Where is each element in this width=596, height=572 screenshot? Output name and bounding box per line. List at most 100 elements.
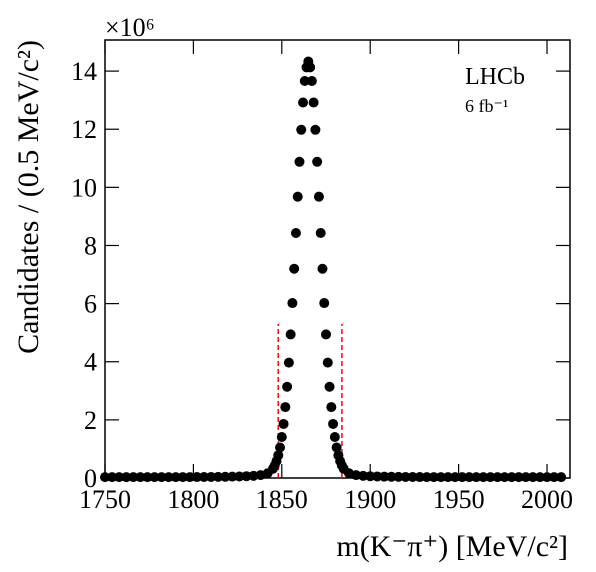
y-tick-label: 0 bbox=[84, 464, 97, 493]
plot-frame bbox=[104, 39, 571, 479]
x-tick-label: 1750 bbox=[79, 485, 131, 514]
data-point bbox=[329, 432, 340, 443]
data-point bbox=[556, 472, 567, 483]
data-point bbox=[285, 329, 296, 340]
y-tick-label: 2 bbox=[84, 406, 97, 435]
data-point bbox=[492, 472, 503, 483]
data-point bbox=[305, 62, 316, 73]
data-point bbox=[280, 402, 291, 413]
data-point bbox=[328, 418, 339, 429]
data-point bbox=[241, 471, 252, 482]
data-point bbox=[534, 472, 545, 483]
data-point bbox=[276, 432, 287, 443]
data-point bbox=[358, 470, 369, 481]
data-point bbox=[372, 471, 383, 482]
data-point bbox=[294, 156, 305, 167]
data-point bbox=[278, 418, 289, 429]
data-point bbox=[471, 472, 482, 483]
data-point bbox=[299, 75, 310, 86]
data-point bbox=[287, 298, 298, 309]
y-tick-label: 6 bbox=[84, 290, 97, 319]
data-point bbox=[292, 191, 303, 202]
data-point bbox=[128, 472, 139, 483]
data-point bbox=[527, 472, 538, 483]
data-point bbox=[386, 471, 397, 482]
data-point bbox=[450, 472, 461, 483]
data-point bbox=[290, 227, 301, 238]
data-point bbox=[163, 472, 174, 483]
data-point bbox=[506, 472, 517, 483]
data-point bbox=[435, 472, 446, 483]
y-tick-label: 10 bbox=[71, 173, 97, 202]
data-point bbox=[283, 357, 294, 368]
data-point bbox=[313, 191, 324, 202]
data-point bbox=[289, 263, 300, 274]
data-point bbox=[308, 97, 319, 108]
data-point bbox=[107, 472, 118, 483]
y-tick-label: 8 bbox=[84, 231, 97, 260]
data-point bbox=[199, 472, 210, 483]
x-tick-label: 1900 bbox=[344, 485, 396, 514]
data-point bbox=[114, 472, 125, 483]
data-point bbox=[315, 227, 326, 238]
data-point bbox=[184, 472, 195, 483]
data-point bbox=[407, 472, 418, 483]
y-tick-label: 12 bbox=[71, 115, 97, 144]
data-point bbox=[220, 471, 231, 482]
data-point bbox=[324, 381, 335, 392]
data-point bbox=[464, 472, 475, 483]
x-tick-label: 1850 bbox=[256, 485, 308, 514]
data-point bbox=[213, 471, 224, 482]
data-point bbox=[414, 472, 425, 483]
data-point bbox=[100, 472, 110, 483]
data-point bbox=[485, 472, 496, 483]
data-point bbox=[121, 472, 132, 483]
data-point bbox=[142, 472, 153, 483]
x-tick-label: 1800 bbox=[167, 485, 219, 514]
data-point bbox=[513, 472, 524, 483]
data-point bbox=[520, 472, 531, 483]
data-point bbox=[379, 471, 390, 482]
data-point bbox=[317, 263, 328, 274]
experiment-label: LHCb bbox=[465, 64, 525, 90]
data-point bbox=[306, 75, 317, 86]
y-tick-label: 4 bbox=[84, 348, 97, 377]
data-point bbox=[326, 402, 337, 413]
data-point bbox=[365, 471, 376, 482]
data-point bbox=[312, 156, 323, 167]
data-point bbox=[428, 472, 439, 483]
data-point bbox=[298, 97, 309, 108]
x-tick-label: 2000 bbox=[521, 485, 573, 514]
data-point bbox=[135, 472, 146, 483]
data-point bbox=[457, 472, 468, 483]
data-point bbox=[206, 471, 217, 482]
x-tick-label: 1950 bbox=[433, 485, 485, 514]
data-point bbox=[170, 472, 181, 483]
data-point bbox=[227, 471, 238, 482]
data-point bbox=[273, 450, 284, 461]
data-point bbox=[443, 472, 454, 483]
data-point bbox=[282, 381, 293, 392]
data-point bbox=[321, 329, 332, 340]
data-point bbox=[296, 124, 307, 135]
y-tick-label: 14 bbox=[71, 57, 97, 86]
data-point bbox=[177, 472, 188, 483]
data-point bbox=[156, 472, 167, 483]
data-point bbox=[478, 472, 489, 483]
y-axis-label: Candidates / (0.5 MeV/c²) bbox=[12, 40, 45, 354]
data-point bbox=[319, 298, 330, 309]
y-multiplier: ×10⁶ bbox=[105, 13, 155, 42]
data-point bbox=[549, 472, 560, 483]
data-point bbox=[275, 442, 286, 453]
luminosity-label: 6 fb⁻¹ bbox=[465, 96, 508, 116]
data-point bbox=[542, 472, 553, 483]
data-point bbox=[234, 471, 245, 482]
data-point bbox=[310, 124, 321, 135]
x-axis-label: m(K⁻π⁺) [MeV/c²] bbox=[336, 530, 568, 563]
data-point bbox=[400, 471, 411, 482]
data-point bbox=[191, 472, 202, 483]
data-point bbox=[149, 472, 160, 483]
data-point bbox=[499, 472, 510, 483]
